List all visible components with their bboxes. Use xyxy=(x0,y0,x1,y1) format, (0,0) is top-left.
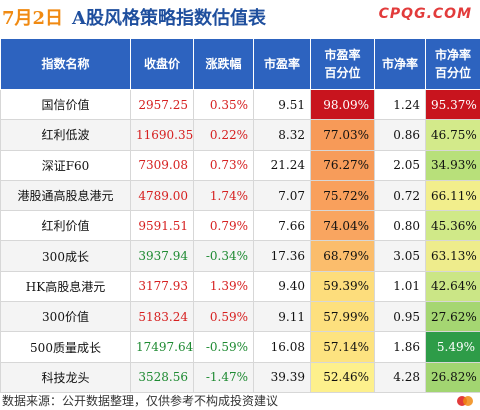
pe-cell: 21.24 xyxy=(253,149,311,181)
col-header-name[interactable]: 指数名称 xyxy=(0,38,131,90)
change-cell: -0.34% xyxy=(193,240,254,272)
pb-percentile-cell: 46.75% xyxy=(425,119,480,151)
index-name-cell: 500质量成长 xyxy=(0,331,131,363)
pe-percentile-cell: 68.79% xyxy=(310,240,375,272)
pe-cell: 9.11 xyxy=(253,301,311,333)
table-row[interactable]: 500质量成长 17497.64 -0.59% 16.08 57.14% 1.86 5.49… xyxy=(0,331,480,363)
pe-cell: 39.39 xyxy=(253,361,311,393)
pb-cell: 0.80 xyxy=(374,210,426,242)
index-name-cell: 港股通高股息港元 xyxy=(0,179,131,212)
page-title: A股风格策略指数估值表 xyxy=(72,8,266,29)
change-cell: -0.59% xyxy=(193,331,254,363)
footer-source: 数据来源：公开数据整理，仅供参考不构成投资建议 xyxy=(2,394,279,408)
pe-cell: 7.66 xyxy=(253,210,311,242)
table-row[interactable]: 300价值 5183.24 0.59% 9.11 57.99% 0.95 27.62% xyxy=(0,301,480,333)
table-row[interactable]: 深证F60 7309.08 0.73% 21.24 76.27% 2.05 34.93% xyxy=(0,149,480,181)
table-row[interactable]: 300成长 3937.94 -0.34% 17.36 68.79% 3.05 63.13% xyxy=(0,240,480,272)
table-row[interactable]: 红利价值 9591.51 0.79% 7.66 74.04% 0.80 45.36% xyxy=(0,210,480,242)
index-name-cell: 科技龙头 xyxy=(0,361,131,393)
pb-percentile-cell: 5.49% xyxy=(425,331,480,363)
table-row[interactable]: 国信价值 2957.25 0.35% 9.51 98.09% 1.24 95.37% xyxy=(0,88,480,121)
close-price-cell: 4789.00 xyxy=(130,179,194,212)
pb-cell: 1.86 xyxy=(374,331,426,363)
index-name-cell: 红利低波 xyxy=(0,119,131,151)
pb-cell: 0.72 xyxy=(374,179,426,212)
pb-percentile-cell: 26.82% xyxy=(425,361,480,393)
change-cell: 0.35% xyxy=(193,88,254,121)
table-row[interactable]: 科技龙头 3528.56 -1.47% 39.39 52.46% 4.28 26.82% xyxy=(0,361,480,393)
pb-percentile-cell: 34.93% xyxy=(425,149,480,181)
pb-percentile-cell: 63.13% xyxy=(425,240,480,272)
index-name-cell: HK高股息港元 xyxy=(0,270,131,303)
col-header-pe[interactable]: 市盈率 xyxy=(253,38,311,90)
pe-percentile-cell: 75.72% xyxy=(310,179,375,212)
pe-cell: 8.32 xyxy=(253,119,311,151)
pe-cell: 17.36 xyxy=(253,240,311,272)
close-price-cell: 3528.56 xyxy=(130,361,194,393)
pb-percentile-cell: 66.11% xyxy=(425,179,480,212)
valuation-table: 指数名称 收盘价 涨跌幅 市盈率 市盈率 百分位 市净率 市净率 百分位 国信价… xyxy=(0,38,480,393)
col-header-pb-percentile[interactable]: 市净率 百分位 xyxy=(425,38,480,90)
pb-percentile-cell: 42.64% xyxy=(425,270,480,303)
col-header-pb[interactable]: 市净率 xyxy=(374,38,426,90)
pe-percentile-cell: 59.39% xyxy=(310,270,375,303)
pe-cell: 16.08 xyxy=(253,331,311,363)
pe-percentile-cell: 76.27% xyxy=(310,149,375,181)
close-price-cell: 17497.64 xyxy=(130,331,194,363)
pb-cell: 0.86 xyxy=(374,119,426,151)
change-cell: -1.47% xyxy=(193,361,254,393)
col-header-close[interactable]: 收盘价 xyxy=(130,38,194,90)
brand-logo-text[interactable]: CPQG.COM xyxy=(378,6,472,22)
date-label: 7月2日 xyxy=(2,8,64,29)
pb-cell: 1.24 xyxy=(374,88,426,121)
index-name-cell: 300价值 xyxy=(0,301,131,333)
close-price-cell: 5183.24 xyxy=(130,301,194,333)
pe-percentile-cell: 74.04% xyxy=(310,210,375,242)
change-cell: 0.73% xyxy=(193,149,254,181)
pb-percentile-cell: 27.62% xyxy=(425,301,480,333)
pe-percentile-cell: 52.46% xyxy=(310,361,375,393)
pb-percentile-cell: 45.36% xyxy=(425,210,480,242)
col-header-change[interactable]: 涨跌幅 xyxy=(193,38,254,90)
table-row[interactable]: 红利低波 11690.35 0.22% 8.32 77.03% 0.86 46.75% xyxy=(0,119,480,151)
pe-percentile-cell: 77.03% xyxy=(310,119,375,151)
pe-cell: 7.07 xyxy=(253,179,311,212)
index-name-cell: 300成长 xyxy=(0,240,131,272)
close-price-cell: 7309.08 xyxy=(130,149,194,181)
header-bar: 7月2日 A股风格策略指数估值表 CPQG.COM xyxy=(0,0,480,34)
app-logo-icon xyxy=(457,396,473,406)
change-cell: 1.39% xyxy=(193,270,254,303)
pe-percentile-cell: 57.99% xyxy=(310,301,375,333)
pb-cell: 0.95 xyxy=(374,301,426,333)
pe-cell: 9.51 xyxy=(253,88,311,121)
pb-cell: 2.05 xyxy=(374,149,426,181)
table-header-row: 指数名称 收盘价 涨跌幅 市盈率 市盈率 百分位 市净率 市净率 百分位 xyxy=(0,38,480,90)
pb-cell: 4.28 xyxy=(374,361,426,393)
pb-cell: 3.05 xyxy=(374,240,426,272)
pb-cell: 1.01 xyxy=(374,270,426,303)
change-cell: 0.22% xyxy=(193,119,254,151)
table-body: 国信价值 2957.25 0.35% 9.51 98.09% 1.24 95.37% 红利低波… xyxy=(0,88,480,393)
close-price-cell: 3937.94 xyxy=(130,240,194,272)
pe-percentile-cell: 98.09% xyxy=(310,88,375,121)
pe-percentile-cell: 57.14% xyxy=(310,331,375,363)
close-price-cell: 2957.25 xyxy=(130,88,194,121)
index-name-cell: 国信价值 xyxy=(0,88,131,121)
close-price-cell: 11690.35 xyxy=(130,119,194,151)
change-cell: 1.74% xyxy=(193,179,254,212)
col-header-pe-percentile[interactable]: 市盈率 百分位 xyxy=(310,38,375,90)
table-row[interactable]: HK高股息港元 3177.93 1.39% 9.40 59.39% 1.01 42.64% xyxy=(0,270,480,303)
index-name-cell: 红利价值 xyxy=(0,210,131,242)
close-price-cell: 3177.93 xyxy=(130,270,194,303)
change-cell: 0.79% xyxy=(193,210,254,242)
change-cell: 0.59% xyxy=(193,301,254,333)
pb-percentile-cell: 95.37% xyxy=(425,88,480,121)
close-price-cell: 9591.51 xyxy=(130,210,194,242)
table-row[interactable]: 港股通高股息港元 4789.00 1.74% 7.07 75.72% 0.72 66.11% xyxy=(0,179,480,212)
index-name-cell: 深证F60 xyxy=(0,149,131,181)
pe-cell: 9.40 xyxy=(253,270,311,303)
